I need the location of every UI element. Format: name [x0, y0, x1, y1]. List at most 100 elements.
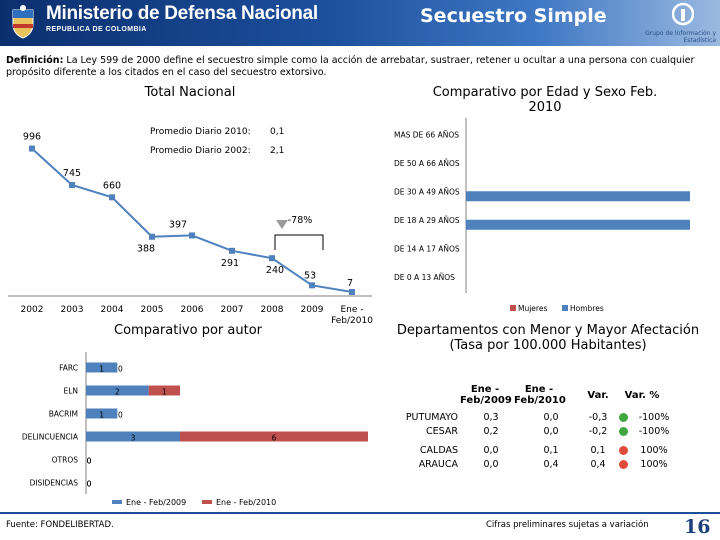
- data-label: 3: [131, 434, 136, 443]
- edad-sexo-chart: MAS DE 66 AÑOS DE 50 A 66 AÑOS DE 30 A 49 …: [394, 118, 690, 313]
- promedio-2010-label: Promedio Diario 2010:: [150, 127, 251, 137]
- value-var: 0,1: [590, 445, 606, 456]
- promedio-2002-value: 2,1: [270, 146, 284, 156]
- category-label: DE 50 A 66 AÑOS: [394, 159, 460, 168]
- promedio-2010-value: 0,1: [270, 127, 284, 137]
- tick-label: 2006: [181, 305, 204, 315]
- legend-label: Mujeres: [518, 304, 547, 313]
- data-label: 745: [63, 168, 81, 179]
- data-label: 1: [99, 365, 104, 374]
- col-head-var-pct: Var. %: [624, 390, 660, 401]
- value-2010: 0,4: [543, 459, 559, 470]
- autor-title: Comparativo por autor: [114, 323, 262, 338]
- data-label: 6: [272, 434, 277, 443]
- data-label: 0: [87, 457, 92, 466]
- stacked-bar: [86, 385, 149, 396]
- down-arrow-icon: [276, 220, 288, 229]
- page-title: Secuestro Simple: [420, 5, 607, 27]
- legend-swatch: [202, 500, 212, 504]
- status-dot-icon: [619, 446, 628, 455]
- value-2010: 0,0: [543, 412, 559, 423]
- department-name: CESAR: [426, 426, 458, 437]
- value-2010: 0,0: [543, 426, 559, 437]
- data-point: [269, 255, 275, 262]
- status-dot-icon: [619, 460, 628, 469]
- group-label: Grupo de Información y Estadística: [645, 30, 716, 44]
- tick-label: 2008: [261, 305, 284, 315]
- status-dot-icon: [619, 427, 628, 436]
- data-label: 397: [169, 219, 187, 230]
- definition-body: La Ley 599 de 2000 define el secuestro s…: [6, 55, 695, 78]
- value-2010: 0,1: [543, 445, 559, 456]
- data-label: 7: [347, 278, 353, 289]
- category-label: FARC: [59, 364, 78, 373]
- category-label: DE 30 A 49 AÑOS: [394, 187, 460, 196]
- category-label: MAS DE 66 AÑOS: [394, 130, 459, 139]
- header-bar: Ministerio de Defensa Nacional REPUBLICA…: [0, 0, 720, 46]
- department-name: CALDAS: [419, 445, 458, 456]
- value-var-pct: -100%: [638, 426, 670, 437]
- data-label: 0: [87, 457, 92, 466]
- category-label: OTROS: [52, 456, 79, 465]
- data-label: 2: [115, 388, 120, 397]
- data-point: [229, 247, 235, 254]
- stacked-bar: [180, 431, 368, 442]
- category-label: DE 14 A 17 AÑOS: [394, 244, 460, 253]
- tick-label: 2005: [141, 305, 164, 315]
- category-label: DE 18 A 29 AÑOS: [394, 216, 460, 225]
- promedio-2002-label: Promedio Diario 2002:: [150, 146, 251, 156]
- legend-label: Hombres: [570, 304, 604, 313]
- coat-of-arms-icon: [12, 5, 34, 39]
- tick-label: 2004: [101, 305, 124, 315]
- legend-swatch: [112, 500, 122, 504]
- data-label: 0: [87, 480, 92, 489]
- legend-swatch: [562, 305, 568, 311]
- total-nacional-title: Total Nacional: [144, 85, 236, 100]
- category-label: DISIDENCIAS: [30, 479, 79, 488]
- value-var-pct: 100%: [640, 459, 668, 470]
- col-head-2009: Ene - Feb/2009: [460, 384, 512, 406]
- page-number: 16: [684, 516, 711, 538]
- data-label: 388: [137, 244, 155, 255]
- edad-sexo-title: Comparativo por Edad y Sexo Feb. 2010: [432, 85, 658, 115]
- bar-hombres: [466, 219, 690, 230]
- total-nacional-chart: 996 745 660 388 397 291 240 53 7 2002 2003 2004 2005…: [8, 127, 373, 326]
- data-label: 240: [266, 265, 284, 276]
- stacked-bar: [86, 431, 180, 442]
- autor-chart: FARC 1 0 ELN 2 1 BACRIM 1 0 DELINCUENCIA 3 6 OTROS 0 0…: [22, 352, 368, 507]
- departamentos-title: Departamentos con Menor y Mayor Afectaci…: [396, 323, 700, 353]
- data-label: 1: [162, 388, 167, 397]
- data-label: 996: [23, 132, 41, 143]
- variation-label: -78%: [288, 215, 313, 226]
- data-label: 1: [99, 411, 104, 420]
- value-var: -0,2: [588, 426, 608, 437]
- category-label: BACRIM: [49, 410, 78, 419]
- category-label: DELINCUENCIA: [22, 433, 79, 442]
- value-2009: 0,0: [483, 459, 499, 470]
- ministry-name: Ministerio de Defensa Nacional: [46, 3, 318, 24]
- data-point: [109, 194, 115, 201]
- tick-label: 2007: [221, 305, 244, 315]
- data-point: [189, 232, 195, 239]
- data-label: 0: [118, 411, 123, 420]
- tick-label: Ene -: [340, 305, 363, 315]
- value-var: -0,3: [588, 412, 608, 423]
- tick-label: 2002: [21, 305, 44, 315]
- data-label: 660: [103, 180, 121, 191]
- bar-hombres: [466, 191, 690, 202]
- value-2009: 0,3: [483, 412, 499, 423]
- data-point: [29, 145, 35, 152]
- stacked-bar: [86, 408, 118, 419]
- preliminary-note: Cifras preliminares sujetas a variación: [486, 520, 649, 530]
- data-label: 0: [87, 480, 92, 489]
- legend-label: Ene - Feb/2009: [126, 498, 186, 507]
- col-head-var: Var.: [587, 390, 609, 401]
- republic-name: REPUBLICA DE COLOMBIA: [46, 26, 147, 33]
- category-label: ELN: [63, 387, 78, 396]
- value-var-pct: 100%: [640, 445, 668, 456]
- data-point: [349, 288, 355, 295]
- value-2009: 0,0: [483, 445, 499, 456]
- legend-swatch: [510, 305, 516, 311]
- value-var: 0,4: [590, 459, 606, 470]
- value-var-pct: -100%: [638, 412, 670, 423]
